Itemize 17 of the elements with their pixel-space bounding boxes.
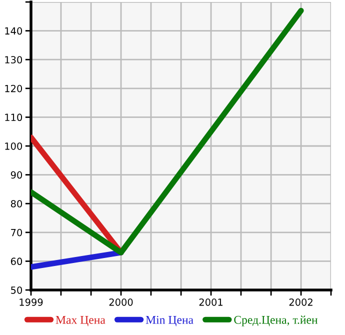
x-tick-label: 2002 (289, 298, 312, 306)
y-tick-label: 90 (10, 171, 22, 179)
y-tick-label: 110 (5, 114, 22, 122)
x-tick-label: 2000 (109, 298, 133, 306)
legend-label: Сред.Цена, т.йен (234, 316, 318, 326)
legend-label: Max Цена (56, 316, 106, 326)
y-tick-label: 60 (10, 258, 22, 266)
legend-label: Min Цена (146, 316, 194, 326)
x-tick-label: 1999 (20, 298, 43, 306)
x-tick-label: 2001 (199, 298, 222, 306)
y-tick-label: 50 (11, 286, 22, 294)
y-tick-label: 100 (5, 142, 22, 150)
y-tick-label: 130 (5, 56, 22, 64)
y-tick-label: 70 (11, 228, 22, 236)
y-tick-label: 80 (10, 200, 22, 208)
y-tick-label: 120 (5, 84, 22, 92)
y-tick-label: 140 (5, 27, 22, 35)
